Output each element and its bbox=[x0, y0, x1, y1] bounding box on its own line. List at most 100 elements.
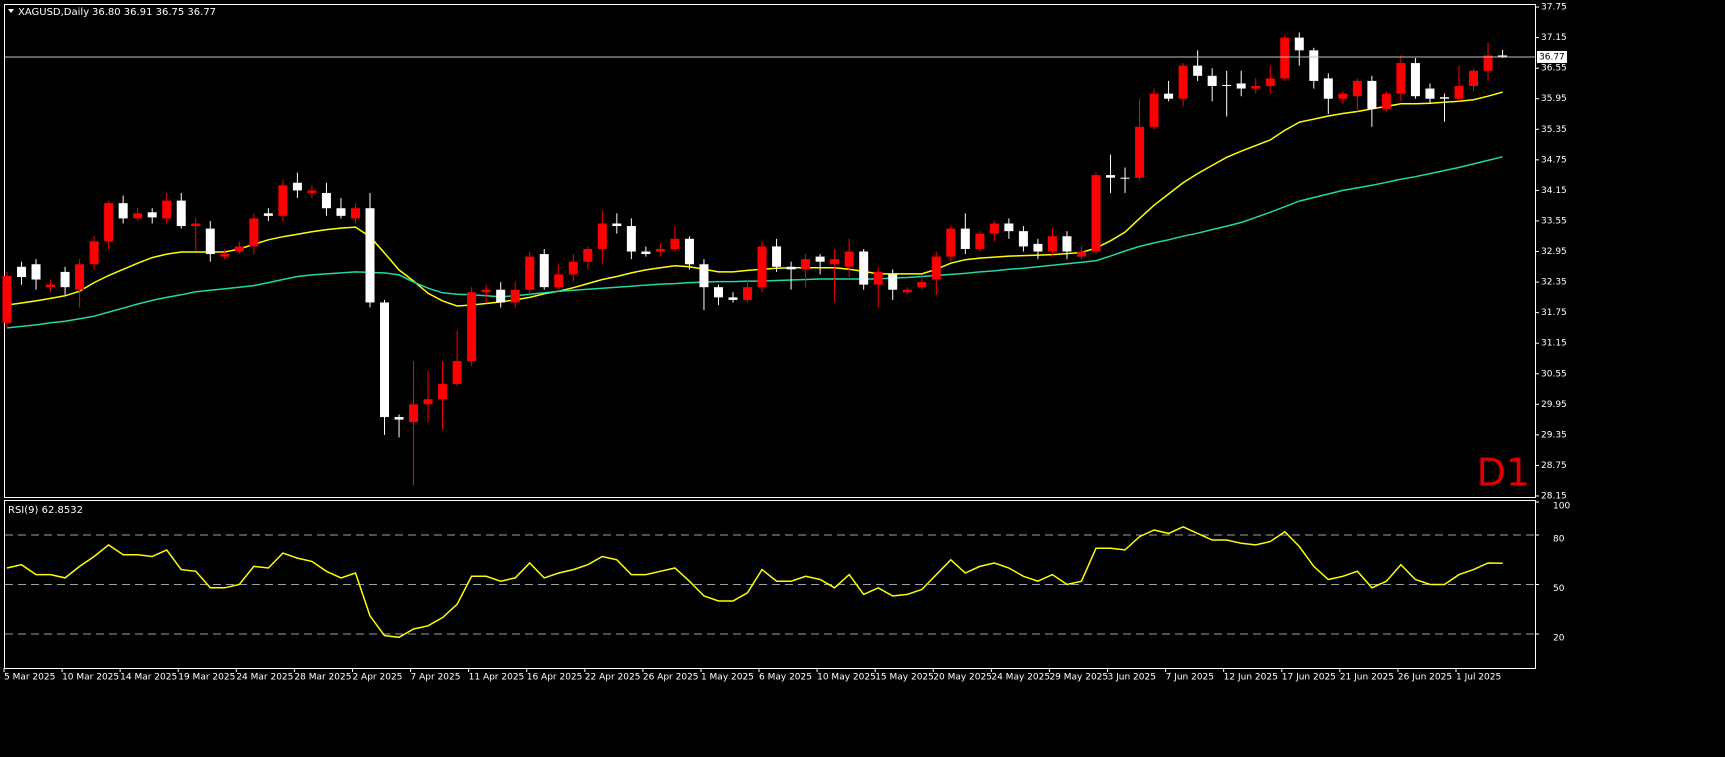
candle-body bbox=[830, 259, 840, 265]
candle-body bbox=[597, 223, 607, 249]
x-tick-label: 7 Apr 2025 bbox=[411, 673, 461, 683]
candle-body bbox=[205, 228, 215, 255]
candle-body bbox=[133, 213, 143, 219]
candle-body bbox=[960, 228, 970, 249]
candle-body bbox=[757, 246, 767, 288]
candle-body bbox=[1367, 80, 1377, 109]
candle-body bbox=[278, 185, 288, 216]
candle-body bbox=[46, 284, 56, 288]
candle-body bbox=[699, 264, 709, 288]
candle-body bbox=[786, 266, 796, 270]
candle-body bbox=[641, 251, 651, 255]
candle-body bbox=[989, 223, 999, 234]
candle-body bbox=[946, 228, 956, 257]
candle-body bbox=[249, 218, 259, 247]
x-tick-label: 10 Mar 2025 bbox=[62, 673, 119, 683]
candle-body bbox=[1469, 70, 1479, 86]
candle-body bbox=[191, 223, 201, 227]
candle-body bbox=[162, 200, 172, 219]
candle-body bbox=[1323, 78, 1333, 99]
candle-body bbox=[1410, 63, 1420, 97]
candle-body bbox=[1251, 85, 1261, 89]
y-tick-label: 29.35 bbox=[1541, 430, 1567, 440]
candle-body bbox=[1018, 231, 1028, 247]
candle-body bbox=[496, 289, 506, 303]
candle-body bbox=[728, 297, 738, 300]
x-tick-label: 10 May 2025 bbox=[817, 673, 876, 683]
x-tick-label: 15 May 2025 bbox=[875, 673, 934, 683]
candle-body bbox=[1091, 175, 1101, 252]
candle-body bbox=[1265, 78, 1275, 86]
candle-body bbox=[118, 203, 128, 219]
candle-body bbox=[31, 264, 41, 280]
candle-body bbox=[1425, 88, 1435, 99]
x-tick-label: 16 Apr 2025 bbox=[527, 673, 583, 683]
candle-body bbox=[423, 399, 433, 405]
candle-body bbox=[1396, 63, 1406, 94]
x-tick-label: 21 Jun 2025 bbox=[1340, 673, 1394, 683]
y-tick-label: 37.15 bbox=[1541, 33, 1567, 43]
ohlc-text: 36.80 36.91 36.75 36.77 bbox=[92, 7, 216, 18]
timeframe-label: D1 bbox=[1477, 451, 1530, 495]
x-tick-label: 11 Apr 2025 bbox=[469, 673, 525, 683]
candle-body bbox=[365, 208, 375, 303]
candle-body bbox=[1483, 55, 1493, 71]
candle-body bbox=[684, 238, 694, 265]
x-tick-label: 5 Mar 2025 bbox=[4, 673, 55, 683]
candle-body bbox=[1193, 65, 1203, 76]
candle-body bbox=[1222, 84, 1232, 86]
y-tick-label: 35.35 bbox=[1541, 125, 1567, 135]
candle-body bbox=[626, 226, 636, 252]
current-price-box bbox=[1537, 50, 1567, 63]
candle-body bbox=[801, 259, 811, 270]
candle-body bbox=[481, 289, 491, 293]
candle-body bbox=[1294, 37, 1304, 51]
candle-body bbox=[1178, 65, 1188, 99]
candle-body bbox=[1338, 93, 1348, 99]
candle-body bbox=[307, 190, 317, 193]
candle-body bbox=[1047, 236, 1057, 252]
candle-body bbox=[1004, 223, 1014, 232]
y-tick-label: 20 bbox=[1553, 634, 1565, 644]
candle-body bbox=[60, 271, 70, 288]
x-tick-label: 17 Jun 2025 bbox=[1282, 673, 1336, 683]
candle-body bbox=[1454, 85, 1464, 99]
x-tick-label: 28 Mar 2025 bbox=[294, 673, 351, 683]
candle-body bbox=[438, 383, 448, 400]
candle-body bbox=[975, 233, 985, 249]
candle-body bbox=[510, 289, 520, 303]
candle-body bbox=[525, 256, 535, 290]
candle-body bbox=[409, 404, 419, 423]
candle-body bbox=[1062, 236, 1072, 252]
candle-body bbox=[452, 361, 462, 384]
y-tick-label: 30.55 bbox=[1541, 369, 1567, 379]
candle-body bbox=[844, 251, 854, 267]
candle-body bbox=[1352, 80, 1362, 97]
candle-body bbox=[931, 256, 941, 280]
candle-body bbox=[2, 275, 12, 323]
x-tick-label: 26 Apr 2025 bbox=[643, 673, 699, 683]
candle-body bbox=[670, 238, 680, 249]
y-tick-label: 36.55 bbox=[1541, 64, 1567, 74]
y-tick-label: 80 bbox=[1553, 535, 1565, 545]
x-tick-label: 6 May 2025 bbox=[759, 673, 812, 683]
x-tick-label: 7 Jun 2025 bbox=[1166, 673, 1214, 683]
candle-body bbox=[1309, 50, 1319, 81]
current-price-label: 36.77 bbox=[1539, 52, 1565, 62]
y-tick-label: 31.75 bbox=[1541, 308, 1567, 318]
y-tick-label: 32.95 bbox=[1541, 247, 1567, 257]
candle-body bbox=[394, 417, 404, 420]
x-tick-label: 22 Apr 2025 bbox=[585, 673, 641, 683]
candle-body bbox=[1120, 177, 1130, 179]
candle-body bbox=[1236, 83, 1246, 89]
candle-body bbox=[655, 248, 665, 252]
candle-body bbox=[336, 208, 346, 216]
candle-body bbox=[234, 246, 244, 252]
candle-body bbox=[1033, 243, 1043, 252]
y-tick-label: 33.55 bbox=[1541, 216, 1567, 226]
candle-body bbox=[917, 282, 927, 288]
candle-body bbox=[147, 212, 157, 218]
menu-triangle bbox=[8, 9, 14, 13]
